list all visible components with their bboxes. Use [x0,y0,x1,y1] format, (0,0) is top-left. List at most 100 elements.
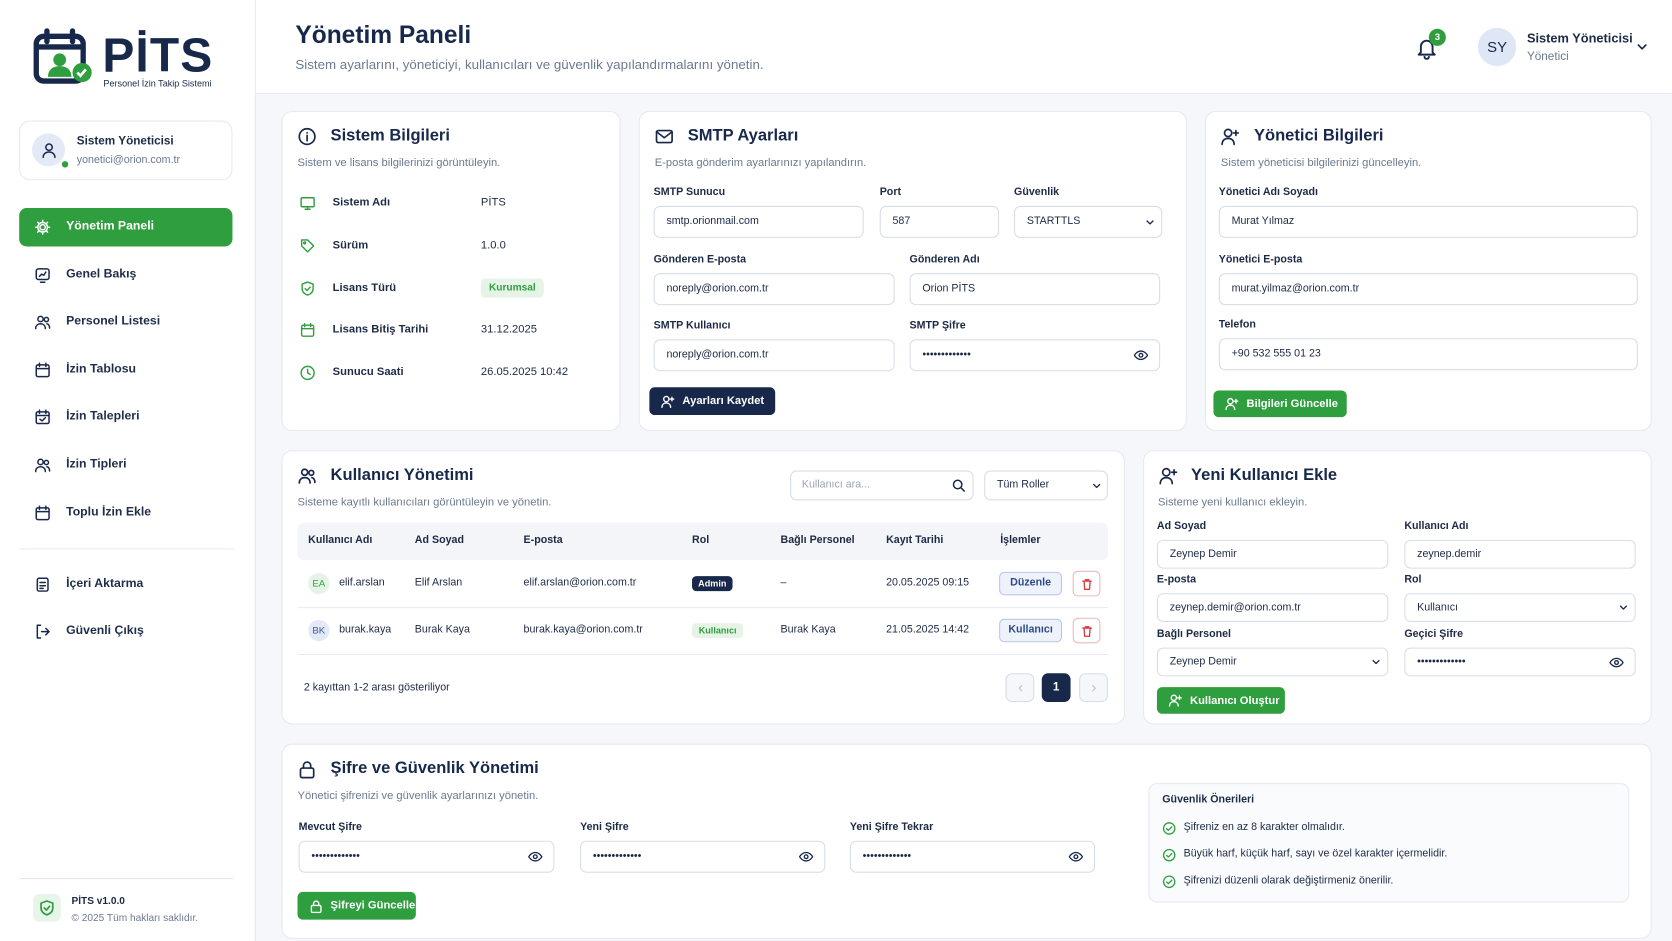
input[interactable] [1218,273,1638,306]
show-password [798,849,814,864]
card-icon [297,127,316,146]
select-arrow [1090,480,1102,492]
show-password [1068,849,1084,864]
info-value: Kurumsal [488,281,536,294]
show-password [528,849,543,864]
card-subtitle: E-posta gönderim ayarlarınızı yapılandır… [654,156,867,170]
field-label: SMTP Sunucu [653,186,726,199]
card-icon [297,466,316,485]
tip-icon [1162,821,1176,835]
tip-icon [1162,874,1176,888]
menu-label: Genel Bakış [66,267,137,281]
cell: burak.kaya@orion.com.tr [523,624,643,636]
table-summary: 2 kayıttan 1-2 arası gösteriliyor [303,681,450,694]
tips-box [1148,783,1630,903]
input[interactable] [1404,647,1636,677]
row-divider [297,654,1108,656]
card-title: SMTP Ayarları [687,126,799,145]
input[interactable] [1156,539,1389,569]
column-header: Kayıt Tarihi [886,534,944,547]
button[interactable] [1213,390,1347,418]
footer-badge [33,894,61,922]
edit-label: Kullanıcı [1008,624,1053,636]
input[interactable] [1156,647,1389,677]
menu-label: İzin Tipleri [66,457,127,471]
field-label: Yeni Şifre Tekrar [849,821,934,834]
menu-icon [34,409,51,426]
row-icon [299,280,315,296]
role-filter[interactable] [984,470,1108,501]
input-value: noreply@orion.com.tr [666,348,769,361]
search-placeholder: Kullanıcı ara... [801,479,871,491]
button-icon [309,899,323,913]
input[interactable] [298,840,555,873]
column-header: Rol [692,534,710,547]
card-icon [1159,466,1178,485]
button-icon [660,394,675,408]
avatar[interactable] [1477,27,1517,67]
button[interactable] [297,891,416,920]
header-user-name: Sistem Yöneticisi [1526,30,1633,46]
tips-title: Güvenlik Önerileri [1162,793,1255,806]
input[interactable] [653,339,895,372]
license-badge [480,278,544,298]
input[interactable] [1156,593,1389,623]
header [255,0,1672,94]
footer-icon [38,899,55,916]
input[interactable] [1218,338,1638,371]
card-icon [655,127,674,146]
input[interactable] [1014,205,1163,238]
button[interactable] [649,387,776,416]
button[interactable] [1156,687,1285,714]
edit-button[interactable] [999,571,1063,596]
edit-button[interactable] [999,618,1063,643]
current-page[interactable] [1041,673,1071,703]
role-label: Kullanıcı [698,625,737,636]
input-value: zeynep.demir@orion.com.tr [1169,601,1301,613]
field-label: SMTP Kullanıcı [653,320,731,332]
button-label: Şifreyi Güncelle [330,899,416,912]
button-label: Kullanıcı Oluştur [1189,693,1280,707]
info-label: Lisans Bitiş Tarihi [332,322,429,336]
input[interactable] [909,273,1161,306]
button-label: Ayarları Kaydet [682,394,765,408]
prev-page[interactable] [1005,673,1035,703]
show-password [1609,655,1624,670]
row-initials: EA [312,577,326,589]
field-label: Kullanıcı Adı [1404,520,1469,533]
input[interactable] [653,205,864,238]
input[interactable] [653,273,895,306]
search[interactable] [790,470,974,501]
cell: Elif Arslan [414,577,463,589]
input[interactable] [879,205,1000,238]
brand-subtitle: Personel İzin Takip Sistemi [103,77,212,89]
column-header: Bağlı Personel [780,534,855,547]
button-label: Bilgileri Güncelle [1246,397,1338,410]
input[interactable] [1218,205,1638,238]
input-value: Murat Yılmaz [1231,215,1295,228]
page-title: Yönetim Paneli [295,20,472,49]
cell: elif.arslan [339,577,385,589]
delete-button[interactable] [1072,617,1101,644]
field-label: SMTP Şifre [909,320,966,332]
input[interactable] [580,840,826,873]
info-label: Sunucu Saati [332,365,404,379]
card-title: Sistem Bilgileri [330,126,450,145]
badge-count: 3 [1434,31,1441,43]
input[interactable] [849,840,1096,873]
next-page[interactable] [1079,673,1108,703]
info-label: Sürüm [332,238,369,252]
delete-button[interactable] [1072,570,1101,597]
menu-label: Güvenli Çıkış [66,624,144,638]
status-dot [60,160,70,169]
header-user-role: Yönetici [1526,50,1569,64]
input[interactable] [909,339,1161,372]
input[interactable] [1404,539,1636,569]
field-label: Gönderen E-posta [653,253,747,266]
input-value: ••••••••••••• [592,850,642,863]
card-title: Yönetici Bilgileri [1253,126,1384,145]
menu-label: İzin Tablosu [66,362,137,376]
input[interactable] [1404,593,1636,623]
